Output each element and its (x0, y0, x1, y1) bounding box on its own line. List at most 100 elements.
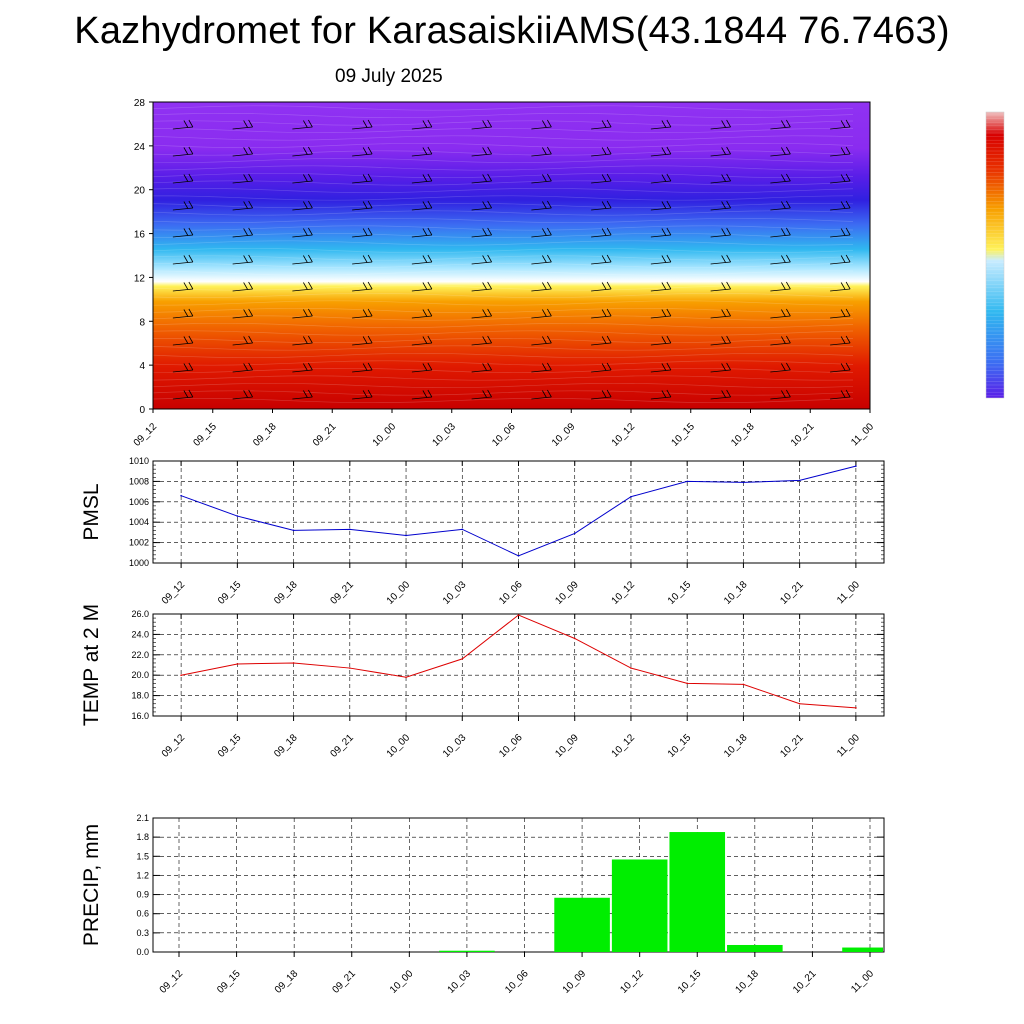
contour-line (152, 285, 854, 291)
data-point (630, 495, 632, 498)
y-tick-label: 1.2 (136, 870, 149, 880)
wind-barb (786, 308, 791, 317)
wind-barb (411, 234, 432, 238)
y-tick-label: 2.1 (136, 813, 149, 823)
wind-barb (840, 174, 846, 182)
wind-barb (292, 234, 313, 238)
wind-barb (781, 174, 786, 182)
wind-barb (188, 389, 194, 398)
precip-bar (842, 947, 883, 952)
data-point (798, 702, 801, 705)
wind-barb (710, 126, 731, 130)
wind-barb (482, 282, 487, 290)
wind-barb (650, 126, 671, 130)
wind-barb (487, 146, 492, 155)
wind-barb (542, 228, 547, 236)
wind-barb (666, 200, 672, 209)
x-tick-label: 11_00 (849, 968, 876, 995)
data-point (180, 494, 182, 497)
wind-barb (547, 389, 552, 398)
x-tick-label: 10_21 (778, 579, 806, 607)
wind-barb (471, 207, 492, 211)
wind-barb (471, 261, 492, 265)
wind-barb (721, 255, 726, 263)
chart-title: Kazhydromet for KarasaiskiiAMS(43.1844 7… (74, 10, 950, 52)
wind-barb (845, 200, 851, 209)
wind-barb (547, 119, 552, 128)
wind-barb (487, 335, 492, 344)
data-point (686, 480, 688, 483)
wind-barb (352, 315, 373, 319)
chart-date: 09 July 2025 (335, 66, 443, 87)
wind-barb (531, 261, 552, 265)
wind-barb (367, 362, 373, 371)
y-axis-label: TEMP at 2 M (80, 604, 103, 726)
wind-barb (422, 201, 428, 209)
wind-barb (308, 146, 313, 155)
wind-barb (601, 309, 607, 317)
wind-barb (422, 336, 428, 344)
wind-barb (183, 282, 189, 290)
wind-barb (601, 336, 607, 344)
y-tick-label: 16 (134, 230, 146, 241)
wind-barb (601, 120, 607, 128)
wind-barb (232, 234, 253, 238)
y-tick-label: 1.5 (136, 851, 149, 861)
wind-barb (367, 200, 373, 209)
precip-bar (439, 950, 495, 952)
wind-barb (427, 335, 433, 344)
wind-barb (411, 126, 432, 130)
wind-barb (721, 120, 726, 128)
wind-barb (591, 288, 612, 292)
wind-barb (243, 336, 248, 344)
wind-barb (482, 255, 487, 263)
wind-barb (661, 228, 667, 236)
wind-barb (292, 207, 313, 211)
plot-frame (152, 817, 885, 953)
wind-barb (531, 342, 552, 346)
wind-barb (710, 288, 731, 292)
y-tick-label: 1006 (129, 497, 149, 507)
wind-barb (830, 369, 851, 373)
wind-barb (845, 335, 851, 344)
wind-barb (710, 369, 731, 373)
contour-line (152, 180, 854, 186)
wind-barb (367, 281, 373, 290)
wind-barb (422, 309, 428, 317)
wind-barb (547, 335, 552, 344)
wind-barb (591, 261, 612, 265)
wind-barb (183, 390, 189, 398)
x-tick-label: 10_06 (490, 421, 518, 449)
contour-line (152, 187, 854, 194)
wind-barb (427, 173, 433, 182)
wind-barb (830, 315, 851, 319)
contour-line (152, 397, 854, 404)
x-tick-label: 10_15 (666, 579, 694, 607)
wind-barb (188, 119, 194, 128)
contour-line (152, 120, 854, 126)
data-point (798, 479, 801, 482)
wind-barb (721, 201, 726, 209)
x-tick-label: 10_00 (371, 421, 399, 449)
wind-barb (661, 174, 667, 182)
x-tick-label: 09_18 (251, 421, 279, 449)
y-tick-label: 20.0 (131, 670, 149, 680)
wind-barb (591, 396, 612, 400)
wind-barb (845, 254, 851, 263)
wind-barb (427, 308, 433, 317)
contour-line (152, 142, 854, 149)
data-point (855, 707, 857, 709)
contour-line (152, 300, 854, 306)
wind-barb (606, 281, 612, 290)
wind-barb (666, 281, 672, 290)
wind-barb (362, 255, 368, 263)
x-tick-label: 09_21 (311, 421, 339, 449)
wind-barb (352, 288, 373, 292)
wind-barb (232, 369, 253, 373)
wind-barb (248, 389, 253, 398)
wind-barb (471, 369, 492, 373)
contour-line (152, 157, 854, 164)
wind-barb (487, 119, 492, 128)
wind-barb (830, 396, 851, 400)
x-tick-label: 11_00 (835, 579, 862, 606)
